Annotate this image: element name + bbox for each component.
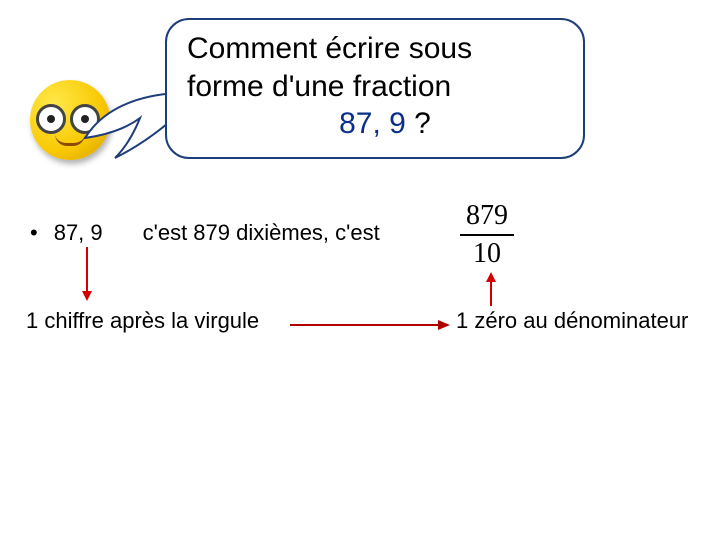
bullet-text: c'est 879 dixièmes, c'est [143,220,380,246]
label-right: 1 zéro au dénominateur [456,308,688,334]
bubble-line3: 87, 9 ? [187,105,563,143]
lens-left [36,104,66,134]
bubble-line2: forme d'une fraction [187,68,563,106]
emoji-glasses [36,104,100,134]
bullet-marker: • [30,220,38,246]
fraction-numerator: 879 [460,200,514,232]
emoji-character [30,80,120,170]
bullet-number: 87, 9 [54,220,103,246]
speech-bubble: Comment écrire sous forme d'une fraction… [165,18,585,159]
bubble-qmark: ? [406,107,431,140]
fraction-bar [460,234,514,236]
arrow-down-left [80,247,94,301]
arrow-horizontal [290,318,450,332]
bullet-row: • 87, 9 c'est 879 dixièmes, c'est [30,220,380,246]
fraction-denominator: 10 [460,238,514,270]
label-left: 1 chiffre après la virgule [26,308,259,334]
bubble-number: 87, 9 [339,107,406,140]
emoji-mouth [55,134,85,146]
lens-right [70,104,100,134]
arrow-down-right [484,272,498,306]
bubble-line1: Comment écrire sous [187,30,563,68]
emoji-face [30,80,110,160]
fraction: 879 10 [460,200,514,270]
